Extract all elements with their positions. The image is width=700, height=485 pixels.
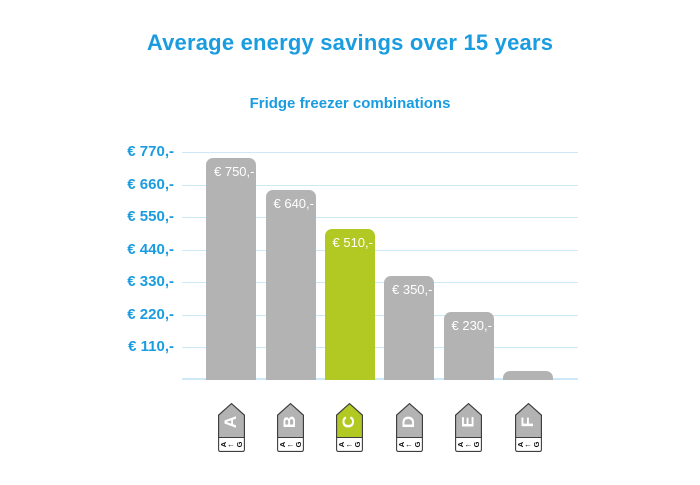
energy-class-letter: D [399, 415, 418, 428]
y-axis-labels: € 770,- € 660,- € 550,- € 440,- € 330,- € 220… [0, 0, 174, 485]
gridline-770 [182, 152, 578, 153]
energy-tag-C: C A ← G [335, 402, 364, 453]
energy-class-letter: A [221, 415, 240, 428]
bar-B: € 640,- [265, 190, 316, 380]
energy-scale-a-to-g: A ← G [456, 440, 481, 449]
gridline-220 [182, 314, 578, 316]
bar-value-label-B: € 640,- [273, 196, 314, 211]
y-tick-label-440: € 440,- [127, 240, 174, 258]
bar-D: € 350,- [384, 276, 434, 380]
gridline-440 [182, 249, 578, 251]
y-tick-label-770: € 770,- [127, 143, 174, 160]
gridline-660 [182, 184, 578, 186]
energy-class-letter: B [280, 415, 300, 428]
energy-tag-D: D A ← G [395, 402, 424, 453]
x-axis-baseline [182, 378, 578, 380]
energy-class-letter: C [339, 415, 359, 428]
bar-A: € 750,- [206, 158, 256, 380]
gridline-110 [182, 347, 578, 349]
energy-scale-a-to-g: A ← G [278, 440, 303, 449]
plot-area: € 750,- € 640,- € 510,- € 350,- € 230,- [182, 152, 578, 380]
energy-tag-shape [336, 403, 363, 452]
bar-C: € 510,- [324, 229, 375, 380]
gridline-550 [182, 217, 578, 219]
energy-class-letter: E [458, 415, 478, 428]
bar-value-label-D: € 350,- [392, 282, 433, 297]
gridline-330 [182, 282, 578, 284]
energy-scale-a-to-g: A ← G [515, 440, 541, 449]
bar-value-label-E: € 230,- [451, 318, 492, 333]
chart-title: Average energy savings over 15 years [146, 30, 554, 55]
energy-scale-a-to-g: A ← G [396, 440, 422, 449]
y-tick-label-110: € 110,- [128, 338, 174, 356]
bar-F [503, 371, 553, 380]
energy-tag-A: A A ← G [217, 402, 246, 453]
energy-scale-a-to-g: A ← G [337, 440, 362, 449]
chart-subtitle: Fridge freezer combinations [249, 95, 451, 112]
energy-tag-shape [455, 403, 482, 452]
bar-value-label-A: € 750,- [214, 164, 255, 179]
energy-tag-B: B A ← G [276, 402, 305, 453]
energy-tag-shape [277, 403, 304, 452]
x-axis-energy-tags: A A ← G B A ← G C A ← G D A ← G E A ← G F A ← G [182, 402, 578, 456]
y-tick-label-660: € 660,- [127, 175, 174, 193]
y-tick-label-330: € 330,- [127, 273, 174, 291]
y-tick-label-220: € 220,- [127, 305, 174, 323]
energy-class-letter: F [517, 416, 537, 427]
energy-tag-F: F A ← G [514, 402, 543, 453]
energy-scale-a-to-g: A ← G [218, 440, 244, 449]
bar-E: € 230,- [443, 312, 494, 380]
energy-tag-shape [395, 403, 423, 452]
energy-tag-shape [514, 403, 542, 452]
y-tick-label-550: € 550,- [127, 208, 174, 226]
energy-tag-E: E A ← G [454, 402, 483, 453]
bar-value-label-C: € 510,- [332, 235, 373, 250]
energy-tag-shape [217, 403, 245, 452]
